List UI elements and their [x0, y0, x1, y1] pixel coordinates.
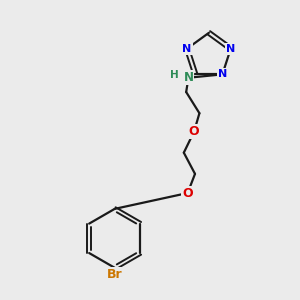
Text: Br: Br: [107, 268, 122, 281]
Text: N: N: [226, 44, 236, 54]
Text: O: O: [182, 187, 193, 200]
Text: O: O: [189, 125, 200, 138]
Text: H: H: [170, 70, 179, 80]
Text: N: N: [182, 44, 192, 54]
Text: N: N: [184, 71, 194, 84]
Text: N: N: [218, 69, 227, 80]
